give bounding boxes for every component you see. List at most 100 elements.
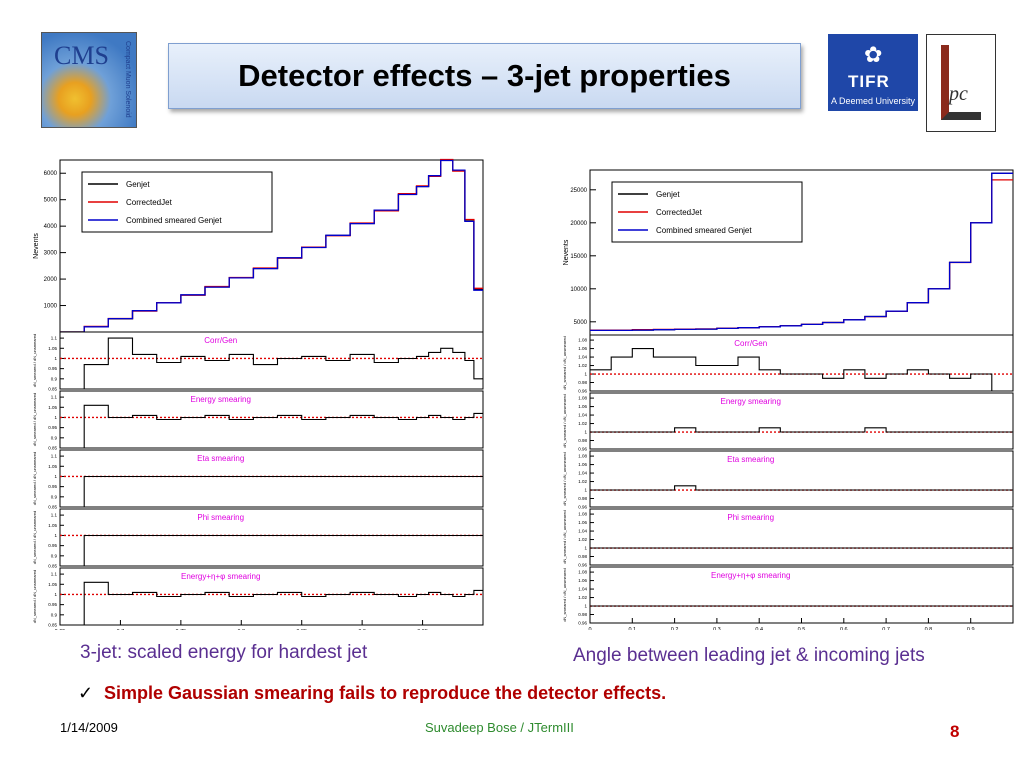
ratio-y-tick-label: 1 [54, 474, 57, 479]
ratio-y-tick-label: 1.06 [578, 578, 587, 583]
ratio-y-tick-label: 1.02 [578, 537, 587, 542]
ratio-panel-label: Phi smearing [727, 513, 774, 522]
x-tick-label: 0.65 [55, 629, 66, 630]
ratio-y-tick-label: 1 [584, 546, 587, 551]
ratio-y-tick-label: 1.02 [578, 363, 587, 368]
ratio-y-tick-label: 1 [54, 533, 57, 538]
ratio-y-tick-label: 0.95 [48, 425, 57, 430]
ratio-y-tick-label: 0.96 [578, 389, 587, 394]
ratio-panel-frame [589, 392, 1014, 450]
ratio-panel-frame [59, 567, 484, 626]
y-tick-label: 4000 [44, 224, 58, 230]
ratio-line [60, 534, 483, 567]
ratio-y-tick-label: 0.9 [51, 494, 58, 499]
legend-label: Genjet [126, 180, 150, 189]
x-tick-label: 0.95 [417, 629, 428, 630]
ratio-y-tick-label: 1.05 [48, 405, 57, 410]
ratio-panel-frame [59, 449, 484, 508]
ratio-panel-label: Eta smearing [197, 454, 244, 463]
legend-label: CorrectedJet [656, 208, 703, 217]
ratio-y-axis-label: dN_smeared / dN_unsmeared [32, 334, 37, 388]
ratio-y-tick-label: 1.1 [51, 454, 58, 459]
x-tick-label: 0.8 [925, 627, 933, 630]
legend-label: Combined smeared Genjet [126, 216, 222, 225]
caption-left: 3-jet: scaled energy for hardest jet [80, 642, 368, 663]
page-number: 8 [950, 722, 960, 741]
ratio-y-tick-label: 1.04 [578, 471, 587, 476]
y-tick-label: 20000 [570, 221, 587, 227]
ratio-panel-frame [59, 390, 484, 449]
y-tick-label: 25000 [570, 188, 587, 194]
ratio-y-tick-label: 1.08 [578, 512, 587, 517]
tifr-logo-subtext: A Deemed University [831, 96, 916, 106]
y-tick-label: 1000 [44, 304, 58, 310]
y-axis-label: Nevents [563, 239, 570, 265]
x-tick-label: 0.2 [671, 627, 679, 630]
x-tick-label: 0.7 [117, 629, 125, 630]
ratio-y-tick-label: 0.85 [48, 505, 57, 510]
ratio-y-tick-label: 0.95 [48, 366, 57, 371]
ratio-y-tick-label: 1.04 [578, 355, 587, 360]
ratio-y-tick-label: 0.98 [578, 380, 587, 385]
ratio-y-tick-label: 0.98 [578, 496, 587, 501]
ratio-panel-frame [589, 566, 1014, 624]
ratio-panel-label: Corr/Gen [204, 336, 237, 345]
ratio-y-tick-label: 0.85 [48, 623, 57, 628]
ratio-panel-frame [59, 508, 484, 567]
ratio-panel-frame [589, 450, 1014, 508]
ratio-y-tick-label: 1.02 [578, 479, 587, 484]
y-tick-label: 6000 [44, 171, 58, 177]
ratio-y-tick-label: 1.05 [48, 523, 57, 528]
ratio-y-tick-label: 1.04 [578, 413, 587, 418]
ratio-y-tick-label: 1.05 [48, 464, 57, 469]
ratio-y-tick-label: 1 [584, 372, 587, 377]
ratio-panel-label: Energy smearing [720, 397, 780, 406]
ratio-y-tick-label: 1.08 [578, 396, 587, 401]
ratio-y-axis-label: dN_smeared / dN_unsmeared [32, 393, 37, 447]
y-tick-label: 10000 [570, 287, 587, 293]
chart-right: 5000 10000 15000 20000 25000 Nevents Genjet Cor… [562, 169, 1014, 630]
ratio-y-tick-label: 1.06 [578, 462, 587, 467]
chart-left: 1000 2000 3000 4000 5000 6000 Nevents Genjet Cor… [32, 158, 484, 630]
ratio-y-tick-label: 1.02 [578, 421, 587, 426]
ratio-y-tick-label: 1 [584, 430, 587, 435]
ratio-y-tick-label: 0.95 [48, 602, 57, 607]
ratio-y-tick-label: 1.02 [578, 595, 587, 600]
ratio-panel-label: Phi smearing [197, 513, 244, 522]
x-tick-label: 0.9 [967, 627, 975, 630]
tree-icon: ✿ [864, 42, 883, 67]
caption-right: Angle between leading jet & incoming jet… [573, 645, 925, 666]
ratio-y-axis-label: dN_smeared / dN_unsmeared [562, 510, 567, 564]
ratio-y-tick-label: 1.06 [578, 346, 587, 351]
ratio-y-axis-label: dN_smeared / dN_unsmeared [32, 511, 37, 565]
cms-logo: CMS Compact Muon Solenoid [41, 32, 137, 128]
ratio-line [60, 581, 483, 626]
legend-label: CorrectedJet [126, 198, 173, 207]
x-tick-label: 0.85 [296, 629, 307, 630]
x-tick-label: 0.8 [237, 629, 245, 630]
legend-label: Genjet [656, 190, 680, 199]
ratio-y-axis-label: dN_smeared / dN_unsmeared [562, 452, 567, 506]
ratio-y-tick-label: 0.98 [578, 612, 587, 617]
ratio-y-tick-label: 0.85 [48, 564, 57, 569]
ratio-y-tick-label: 1.1 [51, 572, 58, 577]
ratio-y-tick-label: 1 [584, 488, 587, 493]
ratio-y-tick-label: 1.05 [48, 582, 57, 587]
ratio-y-tick-label: 0.95 [48, 543, 57, 548]
ratio-y-tick-label: 1.08 [578, 570, 587, 575]
ratio-y-tick-label: 0.96 [578, 447, 587, 452]
tifr-logo: ✿ TIFR A Deemed University [828, 34, 918, 111]
ratio-y-tick-label: 1.08 [578, 454, 587, 459]
ratio-y-tick-label: 1.06 [578, 520, 587, 525]
ratio-panel-label: Energy+η+φ smearing [711, 571, 790, 580]
y-tick-label: 3000 [44, 251, 58, 257]
ratio-y-tick-label: 0.85 [48, 387, 57, 392]
ratio-panel-frame [589, 508, 1014, 566]
ratio-y-tick-label: 0.9 [51, 553, 58, 558]
cms-logo-subtext: Compact Muon Solenoid [124, 41, 131, 118]
ratio-y-tick-label: 1.04 [578, 529, 587, 534]
ratio-y-tick-label: 0.96 [578, 505, 587, 510]
y-tick-label: 5000 [44, 198, 58, 204]
lpc-logo: pc [926, 34, 996, 132]
x-tick-label: 0.6 [840, 627, 848, 630]
